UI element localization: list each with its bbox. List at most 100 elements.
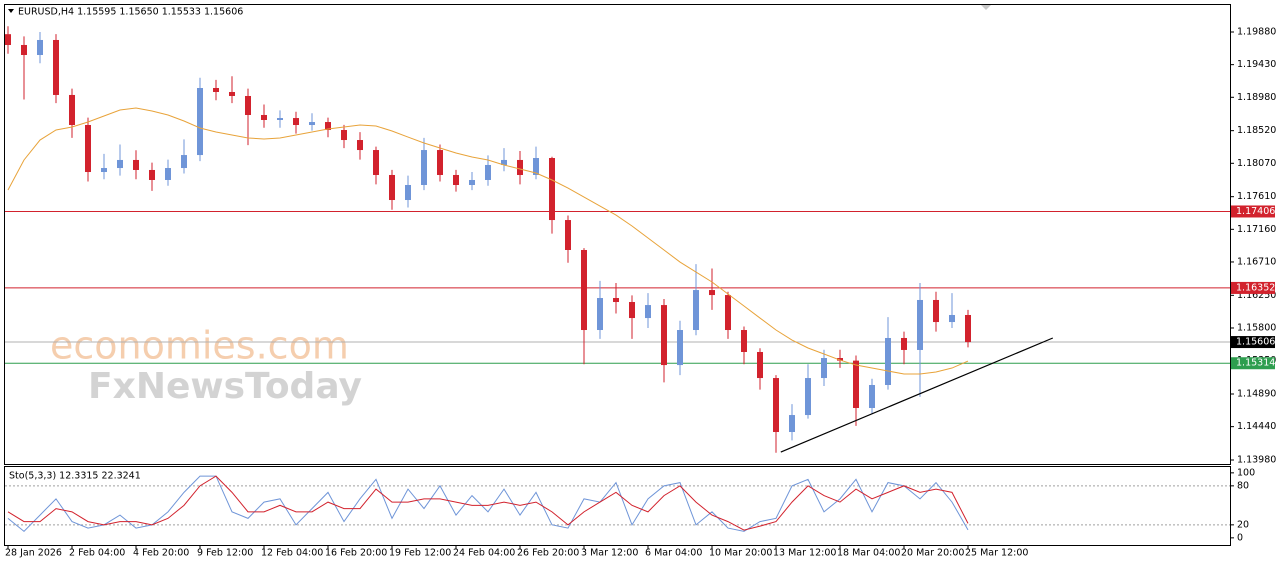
candle-body	[965, 314, 971, 343]
candle-body	[709, 290, 715, 296]
stochastic-line	[7, 475, 969, 533]
watermark: FxNewsToday	[88, 366, 362, 407]
y-tick-label: 1.17160	[1237, 224, 1276, 235]
candle-body	[933, 299, 939, 323]
x-tick-label: 10 Mar 20:00	[709, 548, 772, 559]
candle-body	[645, 305, 651, 319]
candle-body	[741, 330, 747, 352]
level-label-bg	[1231, 357, 1275, 370]
watermark: economies.com	[50, 324, 349, 368]
candle-body	[197, 88, 203, 156]
candle-body	[501, 159, 507, 165]
indicator-pane	[4, 466, 1231, 546]
level-label: 1.17406	[1236, 206, 1275, 217]
y-tick-label: 80	[1237, 480, 1249, 491]
candle-body	[165, 168, 171, 180]
moving-average	[7, 107, 969, 375]
menu-arrow[interactable]	[8, 9, 14, 13]
y-tick-label: 1.18070	[1237, 158, 1276, 169]
y-tick-label: 20	[1237, 519, 1249, 530]
x-tick-label: 24 Feb 04:00	[453, 548, 515, 559]
candle-body	[133, 159, 139, 170]
x-tick-label: 28 Jan 2026	[5, 548, 62, 559]
candle-body	[69, 94, 75, 126]
candle-body	[181, 155, 187, 169]
candle-body	[533, 158, 539, 175]
candle-body	[53, 39, 59, 95]
candle-body	[261, 114, 267, 120]
x-tick-label: 6 Mar 04:00	[645, 548, 702, 559]
candle-body	[85, 125, 91, 173]
candle-body	[805, 378, 811, 416]
candle-body	[789, 415, 795, 433]
candle-body	[901, 337, 907, 350]
level-label-bg	[1231, 336, 1275, 349]
trendline	[780, 337, 1054, 453]
y-tick-label: 1.19430	[1237, 59, 1276, 70]
candle-body	[661, 305, 667, 366]
candle-body	[869, 384, 875, 408]
x-tick-label: 18 Mar 04:00	[837, 548, 900, 559]
level-label-bg	[1231, 281, 1275, 294]
x-tick-label: 16 Feb 20:00	[325, 548, 387, 559]
candle-body	[117, 159, 123, 169]
candle-body	[677, 330, 683, 366]
candle-body	[421, 150, 427, 185]
candle-body	[341, 130, 347, 141]
candle-body	[149, 169, 155, 180]
y-tick-label: 1.18980	[1237, 92, 1276, 103]
candle-body	[949, 314, 955, 323]
candle-body	[773, 378, 779, 433]
x-tick-label: 4 Feb 20:00	[133, 548, 189, 559]
chart-title: EURUSD,H4 1.15595 1.15650 1.15533 1.1560…	[18, 7, 243, 18]
x-tick-label: 19 Feb 12:00	[389, 548, 451, 559]
candle-body	[309, 122, 315, 126]
candle-body	[213, 88, 219, 92]
y-tick-label: 1.17610	[1237, 191, 1276, 202]
level-label: 1.15314	[1236, 358, 1275, 369]
candle-body	[597, 298, 603, 331]
x-tick-label: 26 Feb 20:00	[517, 548, 579, 559]
candle-body	[549, 158, 555, 221]
candle-body	[5, 34, 11, 45]
x-tick-label: 2 Feb 04:00	[69, 548, 125, 559]
candle-body	[101, 168, 107, 173]
stochastic-line	[7, 475, 969, 531]
candle-body	[485, 164, 491, 180]
candle-body	[917, 299, 923, 350]
candle-body	[405, 184, 411, 201]
candle-body	[389, 174, 395, 201]
indicator-title: Sto(5,3,3) 12.3315 22.3241	[9, 471, 141, 482]
candle-body	[229, 91, 235, 96]
x-tick-label: 25 Mar 12:00	[965, 548, 1028, 559]
level-label-bg	[1231, 205, 1275, 218]
candle-body	[37, 39, 43, 55]
level-label: 1.15606	[1236, 337, 1275, 348]
x-tick-label: 9 Feb 12:00	[197, 548, 253, 559]
x-tick-label: 20 Mar 20:00	[901, 548, 964, 559]
y-tick-label: 1.14890	[1237, 388, 1276, 399]
candle-body	[469, 179, 475, 185]
candle-body	[581, 249, 587, 331]
y-tick-label: 1.13980	[1237, 455, 1276, 466]
candle-body	[325, 122, 331, 131]
y-tick-label: 1.18520	[1237, 125, 1276, 136]
candle-body	[821, 358, 827, 379]
x-tick-label: 12 Feb 04:00	[261, 548, 323, 559]
y-tick-label: 0	[1237, 532, 1243, 543]
y-tick-label: 1.16710	[1237, 256, 1276, 267]
candle-body	[725, 295, 731, 331]
shift-marker	[981, 5, 991, 10]
candle-body	[629, 302, 635, 319]
y-tick-label: 100	[1237, 467, 1255, 478]
candle-body	[453, 174, 459, 185]
y-tick-label: 1.16250	[1237, 290, 1276, 301]
candle-body	[357, 140, 363, 151]
candle-body	[437, 150, 443, 175]
level-label: 1.16352	[1236, 282, 1275, 293]
candle-body	[277, 118, 283, 120]
candle-body	[693, 290, 699, 331]
candle-body	[373, 150, 379, 175]
